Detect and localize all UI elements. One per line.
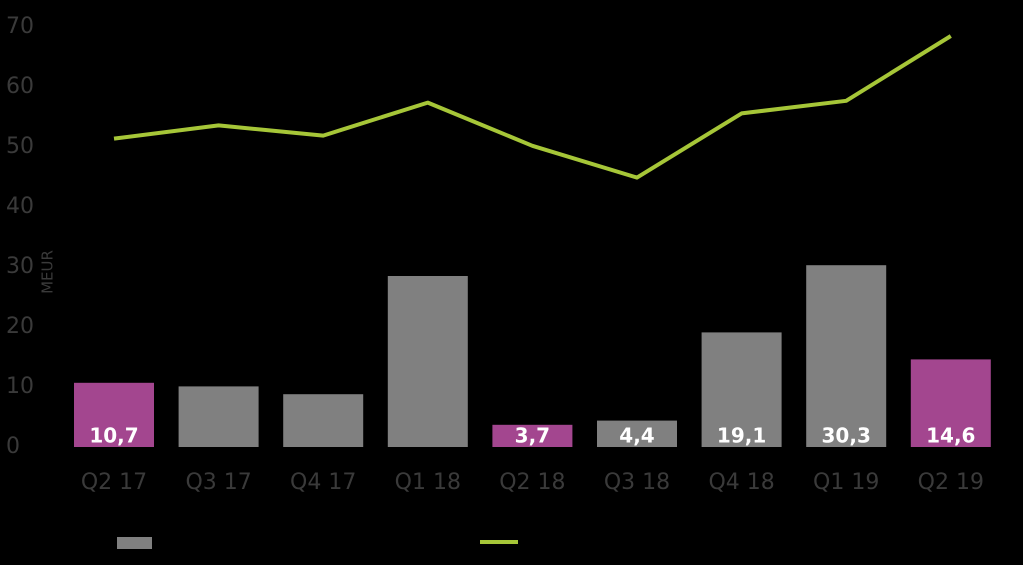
- y-tick-label: 40: [6, 194, 34, 219]
- bar: [492, 424, 573, 447]
- value-label: 3,7: [515, 424, 550, 448]
- bar: [910, 359, 991, 447]
- x-tick-label: Q2 18: [499, 470, 565, 495]
- y-tick-label: 20: [6, 314, 34, 339]
- value-label: 10,7: [89, 424, 138, 448]
- x-tick-label: Q2 17: [81, 470, 147, 495]
- y-tick-label: 0: [6, 434, 20, 459]
- y-axis-label: MEUR: [39, 250, 57, 294]
- x-tick-label: Q4 18: [708, 470, 774, 495]
- x-tick-label: Q2 19: [918, 470, 984, 495]
- value-label: 4,4: [619, 424, 654, 448]
- value-label: 14,6: [926, 424, 975, 448]
- y-tick-label: 10: [6, 374, 34, 399]
- bar: [74, 382, 154, 447]
- y-tick-label: 50: [6, 134, 34, 159]
- bar: [283, 394, 364, 447]
- x-tick-label: Q3 18: [604, 470, 670, 495]
- bar: [387, 276, 468, 447]
- bar: [806, 265, 887, 447]
- x-tick-label: Q3 17: [185, 470, 251, 495]
- line: [113, 34, 952, 180]
- value-label: 19,1: [717, 424, 766, 448]
- bar: [597, 420, 677, 447]
- x-tick-label: Q1 19: [813, 470, 879, 495]
- x-tick-label: Q1 18: [395, 470, 461, 495]
- bar: [701, 332, 782, 447]
- y-tick-label: 70: [6, 14, 34, 39]
- y-tick-label: 30: [6, 254, 34, 279]
- legend-swatch: [117, 537, 152, 549]
- x-tick-label: Q4 17: [290, 470, 356, 495]
- value-label: 30,3: [822, 424, 871, 448]
- y-tick-label: 60: [6, 74, 34, 99]
- bar: [178, 386, 259, 447]
